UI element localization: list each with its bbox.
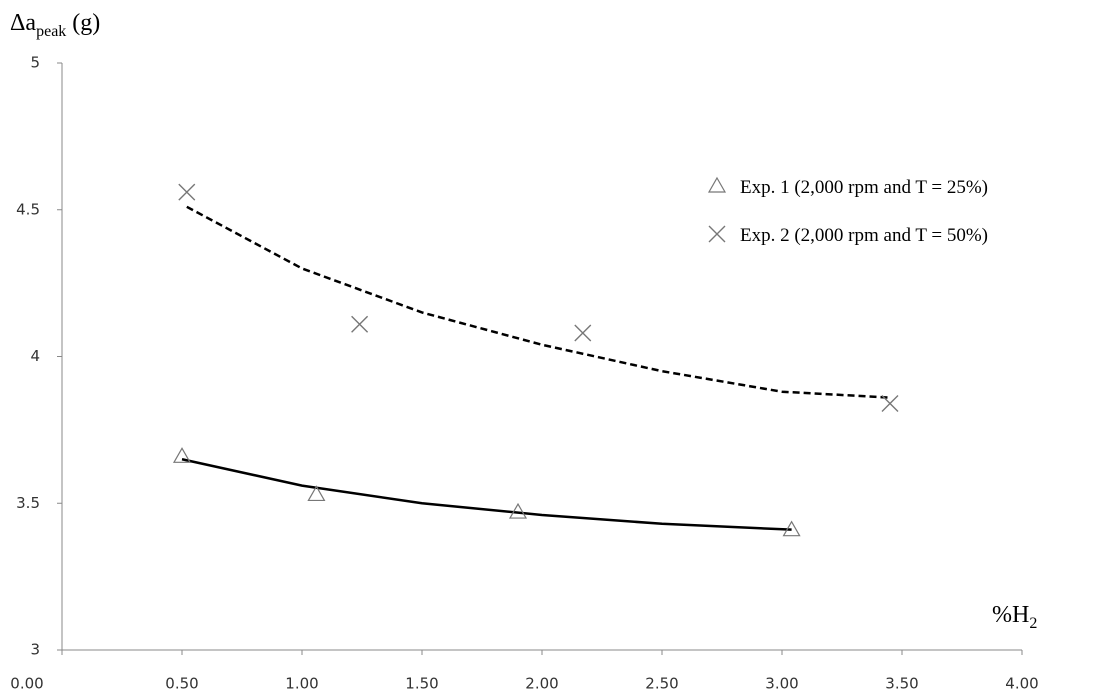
x-tick-label: 3.00 — [765, 675, 798, 693]
point — [881, 394, 899, 412]
y-axis-title: Δapeak (g) — [10, 10, 100, 40]
point — [351, 315, 369, 333]
trend-line — [186, 205, 891, 399]
point — [172, 447, 192, 463]
x-tick-label: 2.50 — [645, 675, 678, 693]
y-tick-label: 4 — [30, 347, 40, 365]
x-tick-label: 2.00 — [525, 675, 558, 693]
x-tick-label: 0.00 — [10, 675, 43, 693]
point — [178, 183, 196, 201]
point — [574, 324, 592, 342]
y-tick-label: 3 — [30, 641, 40, 659]
trend-line — [181, 458, 792, 531]
point — [782, 520, 801, 537]
legend-label: Exp. 2 (2,000 rpm and T = 50%) — [740, 225, 988, 246]
legend-label: Exp. 1 (2,000 rpm and T = 25%) — [740, 177, 988, 198]
x-tick-label: 4.00 — [1005, 675, 1038, 693]
y-tick-label: 4.5 — [16, 200, 40, 218]
legend-marker — [708, 225, 726, 243]
point — [307, 485, 326, 502]
y-tick-label: 5 — [30, 54, 40, 72]
legend-marker — [707, 176, 727, 193]
x-tick-label: 1.00 — [285, 675, 318, 693]
y-tick-label: 3.5 — [16, 494, 40, 512]
x-tick-label: 0.50 — [165, 675, 198, 693]
x-tick-label: 1.50 — [405, 675, 438, 693]
x-tick-label: 3.50 — [885, 675, 918, 693]
point — [508, 502, 528, 519]
x-axis-title: %H2 — [992, 602, 1037, 632]
